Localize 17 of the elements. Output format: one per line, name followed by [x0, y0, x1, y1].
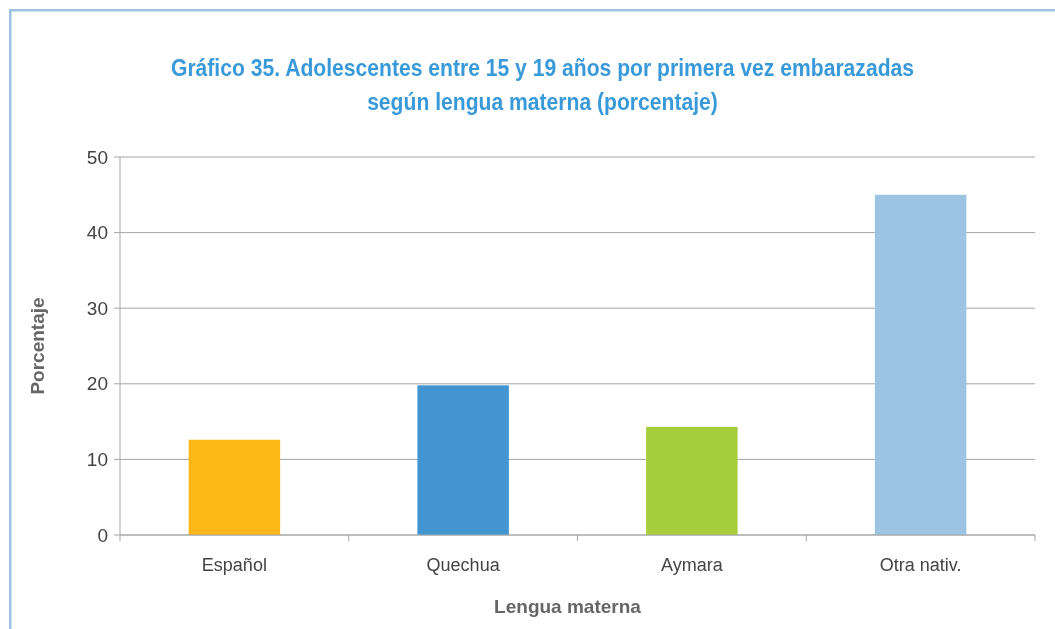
x-tick-label: Español — [201, 555, 267, 575]
y-tick-label: 0 — [97, 524, 108, 546]
y-tick-label: 20 — [86, 373, 108, 395]
bar — [874, 194, 967, 535]
x-tick-label: Otra nativ. — [879, 555, 962, 575]
y-tick-label: 30 — [86, 297, 108, 319]
bar — [417, 385, 509, 535]
bar — [188, 439, 281, 535]
bar — [646, 426, 738, 535]
y-tick-label: 40 — [86, 222, 108, 244]
x-tick-label: Aymara — [661, 555, 724, 575]
x-axis-title: Lengua materna — [494, 596, 642, 617]
x-tick-label: Quechua — [426, 555, 501, 575]
y-tick-label: 50 — [86, 146, 108, 168]
y-axis-title: Porcentaje — [27, 297, 48, 395]
y-tick-label: 10 — [86, 449, 108, 471]
chart-title: Gráfico 35. Adolescentes entre 15 y 19 años por primera vez embarazadas según lengua materna (porcentaje) — [170, 54, 915, 116]
